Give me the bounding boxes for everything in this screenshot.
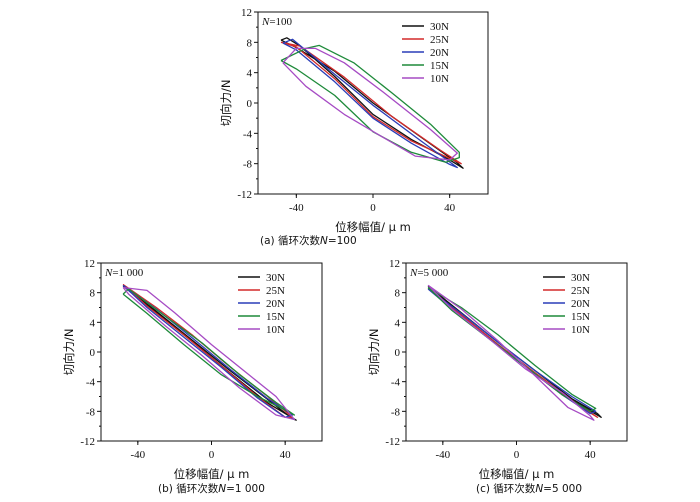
legend-label-15n: 15N	[430, 60, 449, 72]
y-axis-label: 切向力/N	[62, 329, 76, 376]
panel-caption: (a) 循环次数N=100	[260, 234, 357, 247]
cycle-count-annotation: N=100	[261, 16, 293, 28]
y-tick-label: -8	[391, 406, 401, 418]
series-15n-loop	[122, 288, 296, 416]
caption-value: =100	[328, 235, 357, 247]
y-tick-label: 12	[389, 258, 400, 270]
series-25n-loop	[122, 283, 294, 418]
annotation-var: N	[409, 267, 418, 279]
annotation-value: =100	[269, 16, 292, 28]
y-tick-label: 8	[395, 288, 401, 300]
caption-prefix: (c) 循环次数	[476, 482, 536, 495]
legend-label-20n: 20N	[266, 298, 285, 310]
x-axis-label: 位移幅值/ μ m	[479, 467, 555, 481]
series-25n-loop	[280, 41, 462, 165]
legend-label-30n: 30N	[571, 272, 590, 284]
y-tick-label: -8	[243, 159, 253, 171]
legend-label-20n: 20N	[430, 47, 449, 59]
caption-value: =5 000	[543, 483, 582, 495]
panel-caption: (c) 循环次数N=5 000	[476, 482, 582, 495]
caption-var: N	[218, 483, 226, 495]
legend-label-25n: 25N	[571, 285, 590, 297]
x-tick-label: 0	[370, 202, 376, 214]
y-tick-label: 12	[84, 258, 95, 270]
cycle-count-annotation: N=1 000	[104, 267, 144, 279]
legend-label-30n: 30N	[266, 272, 285, 284]
caption-value: =1 000	[226, 483, 265, 495]
annotation-var: N	[261, 16, 270, 28]
x-tick-label: -40	[289, 202, 304, 214]
y-tick-label: 0	[395, 347, 401, 359]
y-tick-label: -12	[385, 436, 400, 448]
annotation-var: N	[104, 267, 113, 279]
x-tick-label: 40	[280, 449, 292, 461]
x-tick-label: 0	[209, 449, 215, 461]
y-tick-label: -4	[86, 377, 96, 389]
series-25n-loop	[427, 287, 599, 418]
legend-label-15n: 15N	[266, 311, 285, 323]
y-tick-label: 0	[90, 347, 96, 359]
series-20n-loop	[282, 38, 458, 169]
annotation-value: =5 000	[417, 267, 448, 279]
y-tick-label: 8	[247, 37, 253, 49]
y-tick-label: 12	[241, 7, 252, 19]
panel-caption: (b) 循环次数N=1 000	[158, 482, 265, 495]
cycle-count-annotation: N=5 000	[409, 267, 449, 279]
y-tick-label: 4	[247, 68, 253, 80]
caption-prefix: (a) 循环次数	[260, 234, 320, 247]
x-tick-label: 40	[585, 449, 597, 461]
annotation-value: =1 000	[112, 267, 143, 279]
legend-label-10n: 10N	[430, 73, 449, 85]
y-tick-label: -8	[86, 406, 96, 418]
x-tick-label: 0	[514, 449, 520, 461]
y-tick-label: 8	[90, 288, 96, 300]
x-axis-label: 位移幅值/ μ m	[174, 467, 250, 481]
y-axis-label: 切向力/N	[367, 329, 381, 376]
x-tick-label: -40	[435, 449, 450, 461]
x-tick-label: -40	[130, 449, 145, 461]
legend-label-20n: 20N	[571, 298, 590, 310]
x-axis-label: 位移幅值/ μ m	[335, 220, 411, 234]
y-tick-label: -4	[391, 377, 401, 389]
caption-var: N	[535, 483, 543, 495]
caption-prefix: (b) 循环次数	[158, 482, 219, 495]
y-tick-label: -12	[237, 189, 252, 201]
legend-label-25n: 25N	[430, 34, 449, 46]
legend-label-25n: 25N	[266, 285, 285, 297]
series-15n-loop	[280, 44, 460, 163]
legend-label-10n: 10N	[266, 324, 285, 336]
y-axis-label: 切向力/N	[219, 80, 233, 127]
series-20n-loop	[122, 284, 294, 418]
legend-label-30n: 30N	[430, 21, 449, 33]
y-tick-label: 0	[247, 98, 253, 110]
x-tick-label: 40	[444, 202, 456, 214]
y-tick-label: 4	[395, 317, 401, 329]
series-10n-loop	[427, 284, 595, 421]
legend-label-10n: 10N	[571, 324, 590, 336]
series-10n-loop	[282, 47, 458, 161]
y-tick-label: -12	[80, 436, 95, 448]
legend-label-15n: 15N	[571, 311, 590, 323]
caption-var: N	[320, 235, 328, 247]
y-tick-label: -4	[243, 128, 253, 140]
y-tick-label: 4	[90, 317, 96, 329]
series-10n-loop	[122, 286, 296, 421]
